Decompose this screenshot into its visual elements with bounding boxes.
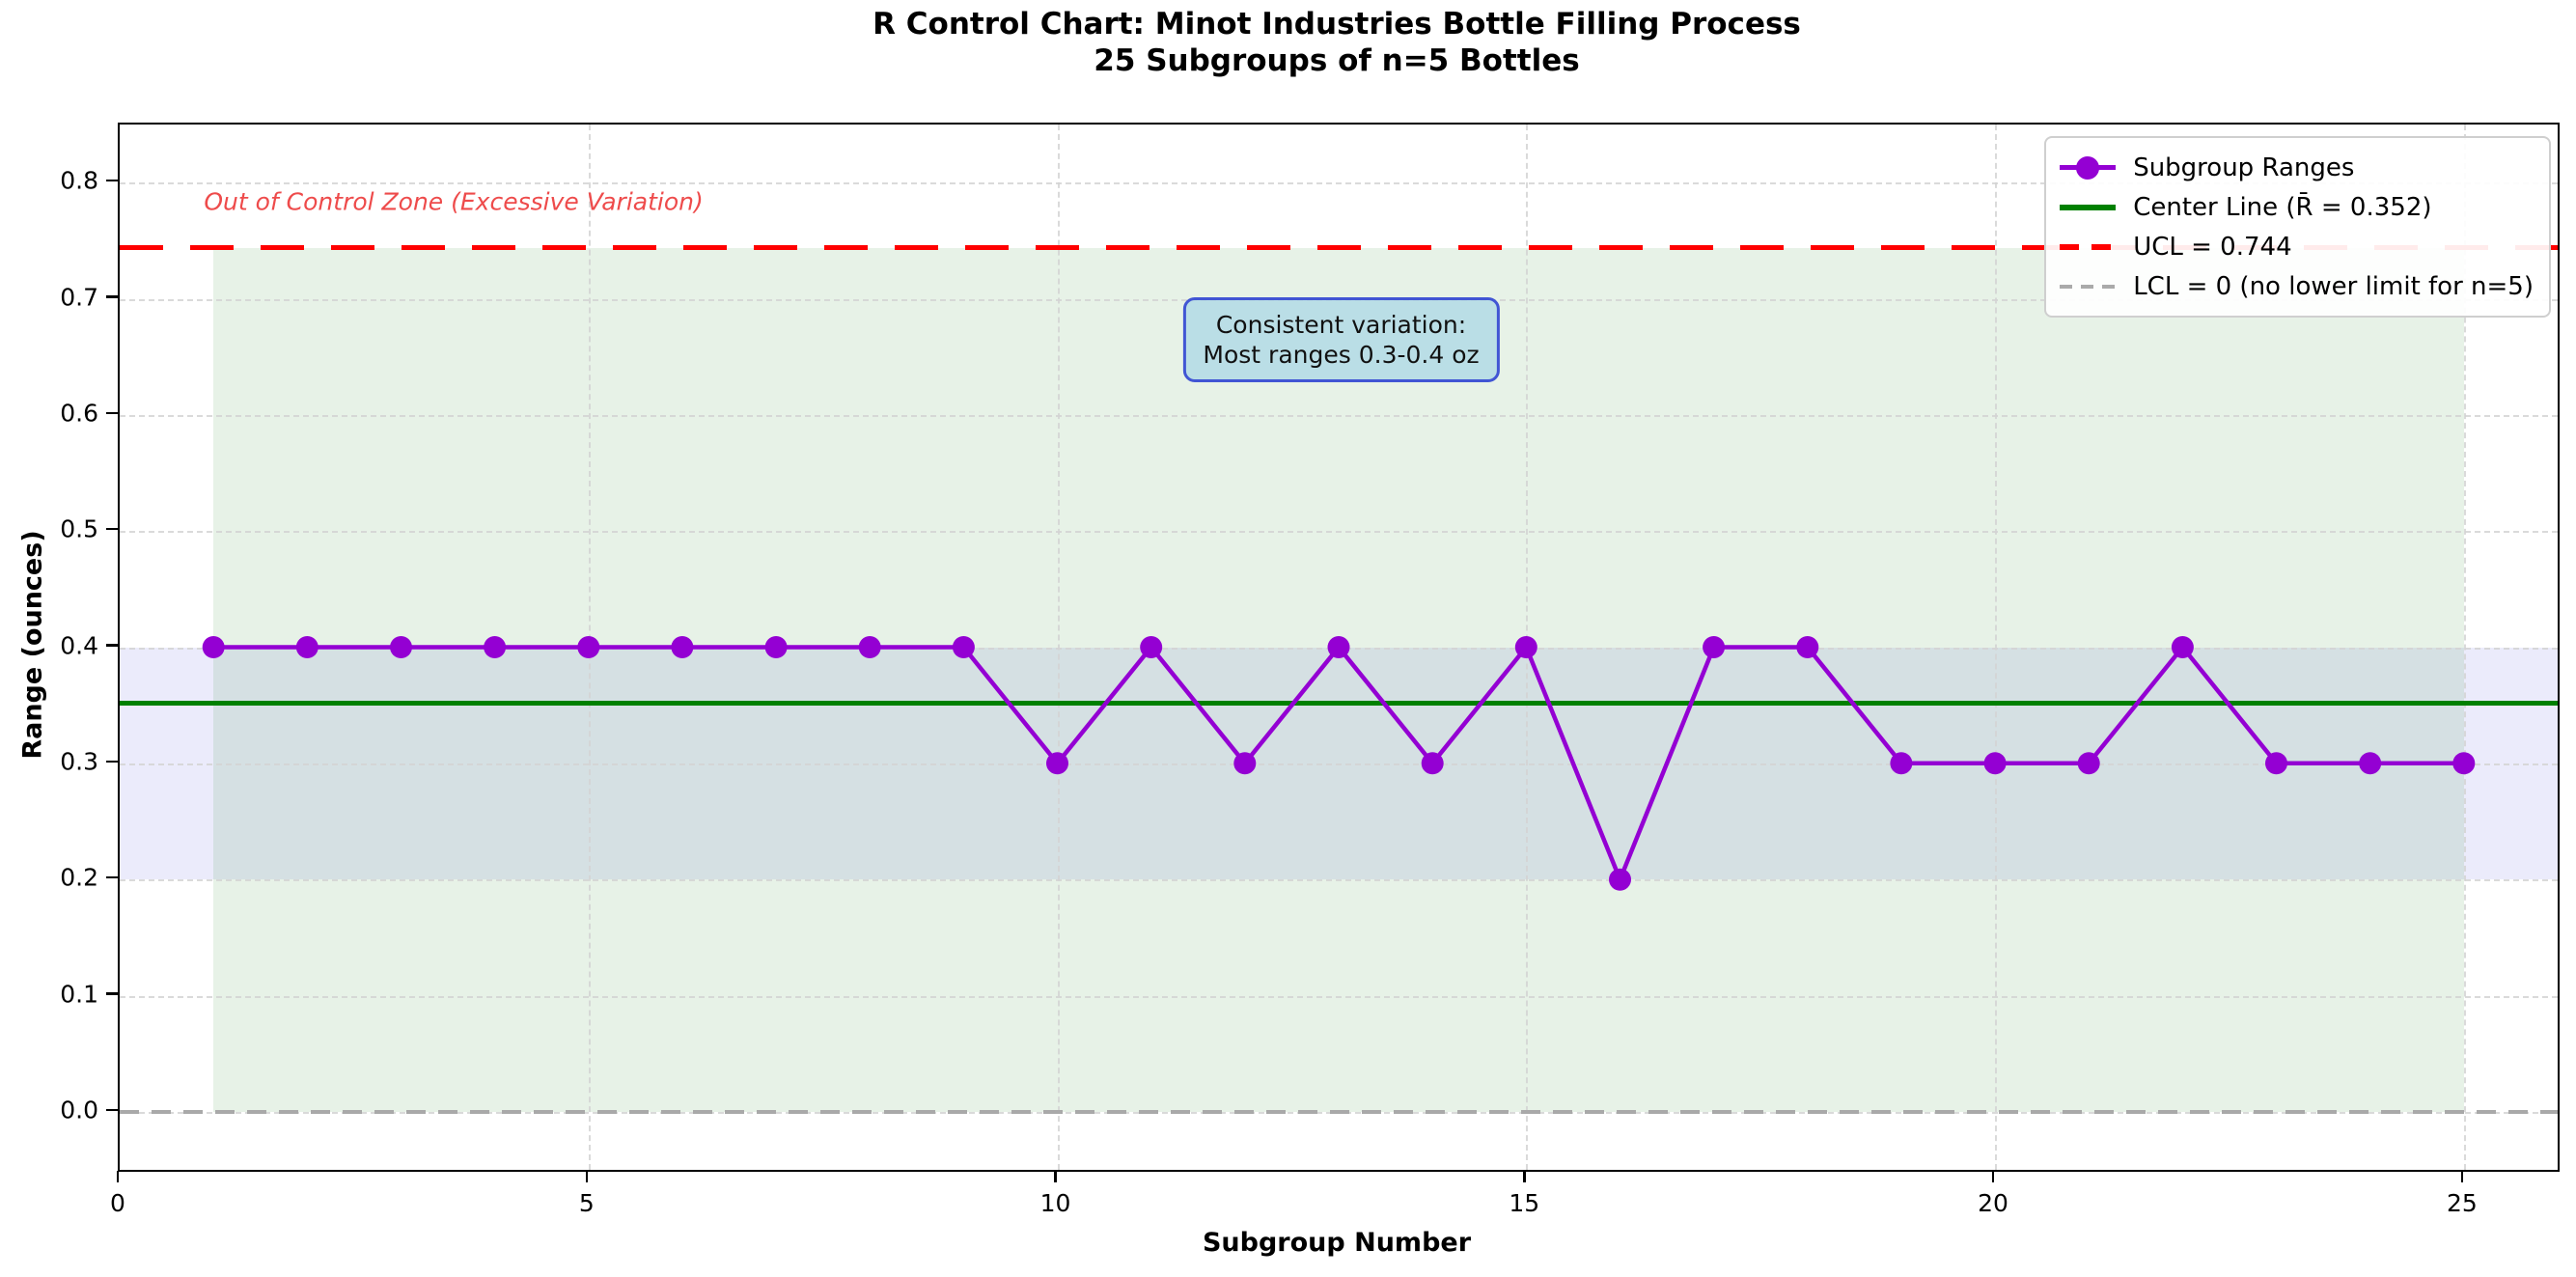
y-tick-label-0.7: 0.7	[60, 283, 98, 311]
y-tick-mark-0.1	[106, 992, 118, 995]
legend-item-ucl: UCL = 0.744	[2060, 227, 2534, 266]
legend-item-lcl: LCL = 0 (no lower limit for n=5)	[2060, 266, 2534, 306]
y-tick-mark-0.5	[106, 527, 118, 531]
data-point-3	[390, 636, 412, 658]
y-tick-label-0.2: 0.2	[60, 863, 98, 892]
chart-title: R Control Chart: Minot Industries Bottle…	[118, 6, 2556, 79]
data-point-7	[764, 636, 788, 658]
data-point-21	[2077, 752, 2100, 775]
plot-area: Out of Control Zone (Excessive Variation…	[118, 123, 2560, 1172]
legend: Subgroup Ranges Center Line (R̄ = 0.352)…	[2044, 136, 2551, 318]
data-point-16	[1609, 868, 1631, 891]
data-point-4	[484, 636, 507, 658]
x-tick-mark-0	[116, 1170, 120, 1182]
out-of-control-annotation: Out of Control Zone (Excessive Variation…	[204, 187, 704, 216]
chart-title-line1: R Control Chart: Minot Industries Bottle…	[873, 7, 1801, 42]
gridline-x-20	[1995, 125, 1998, 1170]
data-point-14	[1421, 752, 1444, 775]
y-tick-mark-0.2	[106, 875, 118, 879]
data-point-17	[1703, 636, 1726, 658]
series-line-swatch-icon	[2060, 155, 2117, 180]
y-tick-label-0.5: 0.5	[60, 514, 98, 543]
gridline-y-0.6	[120, 414, 2558, 417]
in-control-zone-shading	[213, 247, 2464, 1112]
gridline-y-0.1	[120, 995, 2558, 998]
y-tick-mark-0.7	[106, 295, 118, 298]
legend-label: Subgroup Ranges	[2133, 153, 2355, 182]
lcl-line	[120, 1109, 2558, 1114]
note-line2: Most ranges 0.3-0.4 oz	[1203, 341, 1480, 370]
data-point-12	[1233, 752, 1257, 775]
lcl-dashed-swatch-icon	[2060, 284, 2117, 289]
center-line	[120, 700, 2558, 706]
x-tick-mark-20	[1991, 1170, 1995, 1182]
series-marker-icon	[2076, 155, 2100, 180]
data-point-13	[1327, 636, 1350, 658]
data-point-18	[1796, 636, 1819, 658]
x-tick-label-25: 25	[2446, 1189, 2478, 1217]
ucl-line	[120, 245, 2558, 251]
x-tick-mark-25	[2460, 1170, 2464, 1182]
data-point-22	[2171, 636, 2194, 658]
y-axis-label: Range (ounces)	[17, 530, 48, 760]
data-point-19	[1890, 752, 1913, 775]
data-point-1	[202, 636, 225, 658]
gridline-y-0.3	[120, 763, 2558, 765]
data-point-11	[1140, 636, 1163, 658]
y-tick-label-0.6: 0.6	[60, 399, 98, 428]
chart-title-line2: 25 Subgroups of n=5 Bottles	[1094, 43, 1580, 78]
consistent-variation-annotation: Consistent variation: Most ranges 0.3-0.…	[1182, 297, 1500, 383]
legend-label: LCL = 0 (no lower limit for n=5)	[2133, 271, 2534, 301]
legend-label: Center Line (R̄ = 0.352)	[2133, 192, 2432, 222]
note-line1: Consistent variation:	[1215, 311, 1467, 340]
data-point-20	[1983, 752, 2007, 775]
y-tick-mark-0.3	[106, 760, 118, 763]
x-axis-label: Subgroup Number	[1202, 1228, 1472, 1258]
x-tick-mark-15	[1523, 1170, 1526, 1182]
legend-label: UCL = 0.744	[2133, 232, 2292, 262]
x-tick-mark-10	[1054, 1170, 1057, 1182]
y-tick-mark-0.8	[106, 179, 118, 182]
y-tick-label-0.0: 0.0	[60, 1096, 98, 1124]
data-point-25	[2452, 752, 2476, 775]
y-tick-label-0.8: 0.8	[60, 166, 98, 195]
gridline-y-0.8	[120, 182, 2558, 185]
data-point-6	[671, 636, 694, 658]
subgroup-ranges-series	[202, 636, 2476, 891]
center-line-swatch-icon	[2060, 204, 2117, 210]
data-point-8	[858, 636, 881, 658]
y-tick-mark-0.0	[106, 1108, 118, 1112]
y-tick-label-0.1: 0.1	[60, 980, 98, 1008]
data-point-15	[1514, 636, 1537, 658]
data-point-10	[1046, 752, 1068, 775]
y-tick-mark-0.4	[106, 644, 118, 647]
x-tick-label-5: 5	[578, 1189, 595, 1217]
gridline-y-0.2	[120, 879, 2558, 882]
data-point-23	[2265, 752, 2287, 775]
data-point-24	[2359, 752, 2382, 775]
ucl-dashed-swatch-icon	[2060, 243, 2117, 250]
data-point-5	[577, 636, 600, 658]
legend-item-subgroup-ranges: Subgroup Ranges	[2060, 148, 2534, 187]
y-tick-label-0.3: 0.3	[60, 747, 98, 776]
x-tick-label-15: 15	[1509, 1189, 1540, 1217]
data-point-2	[295, 636, 319, 658]
x-tick-label-10: 10	[1039, 1189, 1071, 1217]
y-tick-mark-0.6	[106, 411, 118, 415]
gridline-y-0.5	[120, 531, 2558, 534]
x-tick-label-0: 0	[110, 1189, 125, 1217]
gridline-x-10	[1057, 125, 1060, 1170]
data-point-9	[952, 636, 975, 658]
x-tick-mark-5	[585, 1170, 589, 1182]
x-tick-label-20: 20	[1978, 1189, 2008, 1217]
legend-item-center-line: Center Line (R̄ = 0.352)	[2060, 187, 2534, 227]
y-tick-label-0.4: 0.4	[60, 631, 98, 659]
gridline-x-25	[2463, 125, 2466, 1170]
